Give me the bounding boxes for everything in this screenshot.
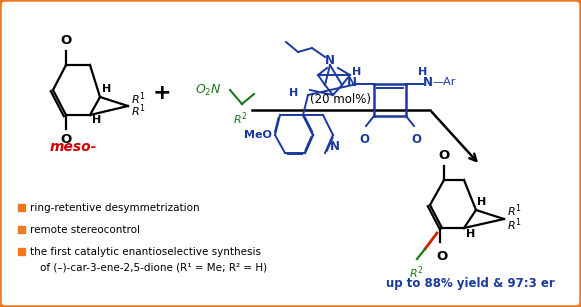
- Text: $R^1$: $R^1$: [507, 203, 522, 219]
- Text: H: H: [352, 67, 361, 77]
- Text: H: H: [92, 115, 101, 125]
- Text: (20 mol%): (20 mol%): [310, 93, 371, 106]
- Text: remote stereocontrol: remote stereocontrol: [30, 225, 140, 235]
- Text: O: O: [60, 133, 71, 146]
- Text: of (–)-car-3-ene-2,5-dione (R¹ = Me; R² = H): of (–)-car-3-ene-2,5-dione (R¹ = Me; R² …: [40, 262, 267, 272]
- Text: N: N: [423, 76, 433, 88]
- Text: H: H: [466, 229, 475, 239]
- Text: $R^1$: $R^1$: [131, 91, 146, 107]
- Text: N: N: [330, 140, 340, 153]
- Text: +: +: [153, 83, 171, 103]
- Text: $R^2$: $R^2$: [408, 264, 424, 281]
- Text: O: O: [60, 34, 71, 47]
- Text: $R^2$: $R^2$: [232, 110, 248, 126]
- Text: meso-: meso-: [49, 140, 96, 154]
- Text: O: O: [436, 250, 447, 263]
- Text: $O_2N$: $O_2N$: [195, 83, 222, 98]
- Text: O: O: [359, 133, 369, 146]
- Text: up to 88% yield & 97:3 er: up to 88% yield & 97:3 er: [386, 277, 554, 290]
- Text: O: O: [439, 149, 450, 162]
- Text: H: H: [102, 84, 111, 94]
- Text: H: H: [418, 67, 428, 77]
- Bar: [18, 226, 25, 233]
- Text: H: H: [477, 197, 486, 207]
- Text: $R^1$: $R^1$: [507, 217, 522, 233]
- Bar: [18, 204, 25, 211]
- Text: N: N: [325, 53, 335, 67]
- Text: N: N: [347, 76, 357, 88]
- Text: $R^1$: $R^1$: [131, 103, 146, 119]
- Text: ring-retentive desymmetrization: ring-retentive desymmetrization: [30, 203, 200, 213]
- Text: H: H: [289, 88, 298, 98]
- Text: —Ar: —Ar: [432, 77, 456, 87]
- Text: the first catalytic enantioselective synthesis: the first catalytic enantioselective syn…: [30, 247, 261, 257]
- Text: MeO: MeO: [244, 130, 272, 140]
- Bar: [18, 248, 25, 255]
- Text: O: O: [411, 133, 421, 146]
